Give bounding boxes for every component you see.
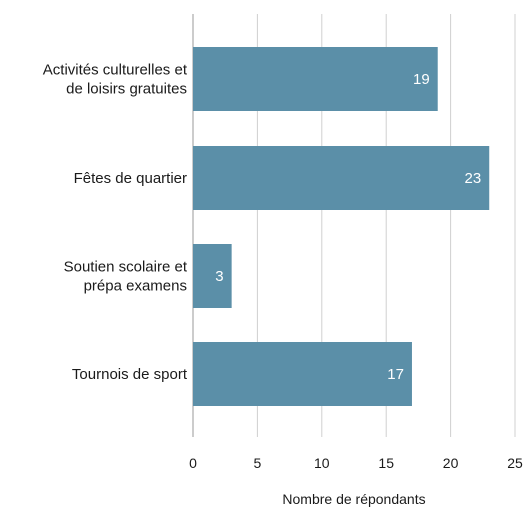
x-tick-label: 20 xyxy=(443,455,459,471)
category-label: Fêtes de quartier xyxy=(74,170,187,187)
bar xyxy=(193,342,412,406)
bar-value-label: 17 xyxy=(387,366,404,383)
category-label-line: Soutien scolaire et xyxy=(64,259,188,276)
bars: 19 23 3 17 xyxy=(193,47,490,406)
category-label-line: prépa examens xyxy=(84,278,187,295)
category-label: Soutien scolaire et prépa examens xyxy=(64,259,188,295)
category-label-line: Activités culturelles et xyxy=(43,62,188,79)
x-tick-labels: 0 5 10 15 20 25 xyxy=(189,455,523,471)
category-label: Activités culturelles et de loisirs gratu… xyxy=(43,62,188,98)
category-label-line: Tournois de sport xyxy=(72,366,188,383)
x-tick-label: 10 xyxy=(314,455,330,471)
category-label-line: Fêtes de quartier xyxy=(74,170,187,187)
bar-value-label: 23 xyxy=(465,170,482,187)
category-label-line: de loisirs gratuites xyxy=(66,81,187,98)
x-tick-label: 25 xyxy=(507,455,523,471)
bar-value-label: 19 xyxy=(413,71,430,88)
x-tick-label: 5 xyxy=(254,455,262,471)
bar xyxy=(193,47,438,111)
category-labels: Activités culturelles et de loisirs gratu… xyxy=(43,62,188,384)
x-axis-title: Nombre de répondants xyxy=(282,491,425,507)
bar xyxy=(193,244,232,308)
bar xyxy=(193,146,490,210)
bar-value-label: 3 xyxy=(215,268,223,285)
x-tick-label: 0 xyxy=(189,455,197,471)
category-label: Tournois de sport xyxy=(72,366,188,383)
x-tick-label: 15 xyxy=(378,455,394,471)
